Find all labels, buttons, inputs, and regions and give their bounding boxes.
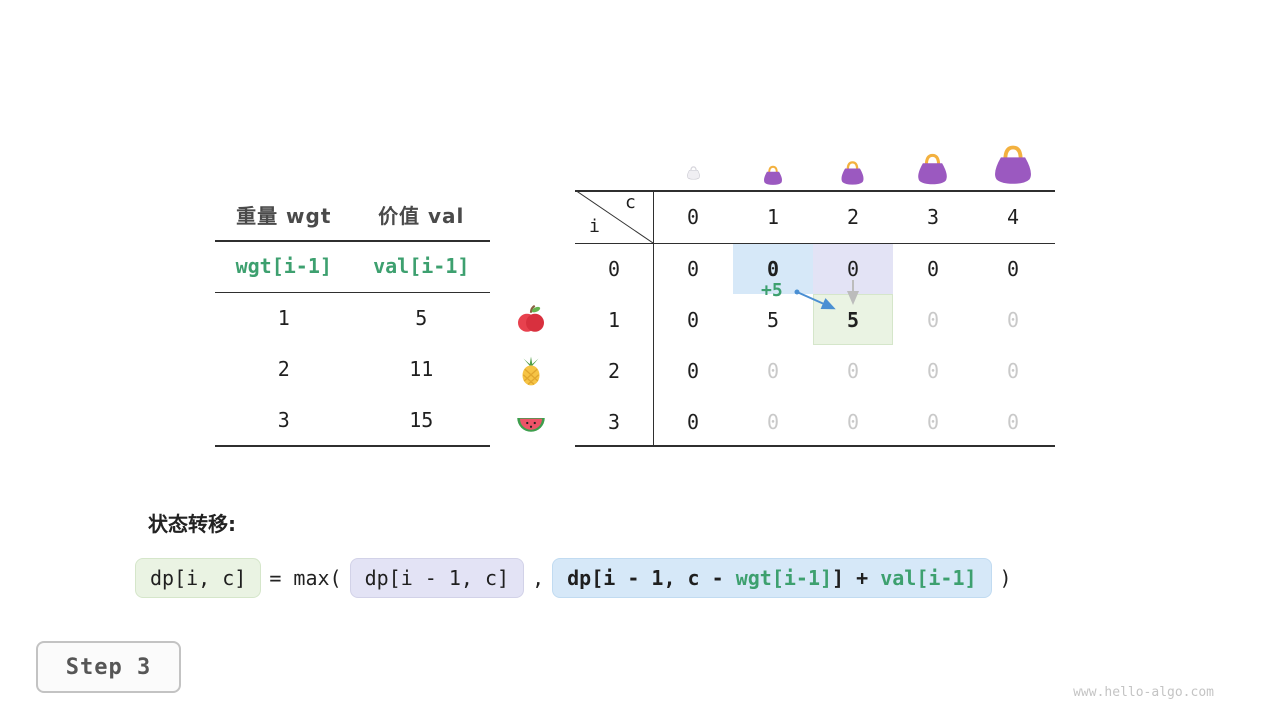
item-wgt: 2	[277, 356, 290, 381]
formula-arg2-val: val[i-1]	[880, 566, 977, 590]
transition-formula: dp[i, c] = max( dp[i - 1, c] , dp[i - 1,…	[135, 558, 1020, 598]
dp-cell-1-2: 5	[846, 307, 860, 332]
dp-cell-3-3: 0	[926, 409, 940, 434]
dp-cell-2-0: 0	[686, 358, 700, 383]
step-label: Step 3	[65, 654, 152, 680]
dp-cell-1-0: 0	[686, 307, 700, 332]
formula-lhs: dp[i, c]	[135, 558, 262, 598]
dp-cell-0-3: 0	[926, 256, 940, 281]
formula-arg2-part2: ] +	[832, 566, 881, 590]
dp-cell-3-2: 0	[846, 409, 860, 434]
divider	[575, 445, 1055, 447]
dp-cell-2-1: 0	[766, 358, 780, 383]
apple-icon	[516, 304, 546, 334]
weight-header: 重量 wgt	[236, 204, 332, 228]
item-val: 15	[409, 407, 434, 432]
plus-value-annotation: +5	[761, 280, 783, 301]
dp-cell-3-0: 0	[686, 409, 700, 434]
item-val: 5	[415, 305, 428, 330]
row-header-3: 3	[607, 409, 621, 434]
dp-cell-0-4: 0	[1006, 256, 1020, 281]
formula-equals-max: = max(	[269, 566, 342, 590]
item-wgt: 1	[277, 305, 290, 330]
highlight-source-cell	[733, 243, 813, 294]
items-formula-row: wgt[i-1] val[i-1]	[215, 240, 490, 292]
dp-cell-0-1: 0	[766, 256, 780, 281]
pineapple-icon	[516, 356, 546, 386]
dp-cell-3-1: 0	[766, 409, 780, 434]
formula-comma: ,	[532, 566, 545, 590]
row-header-1: 1	[607, 307, 621, 332]
dp-cell-2-2: 0	[846, 358, 860, 383]
wgt-formula: wgt[i-1]	[235, 254, 332, 278]
dp-cell-0-2: 0	[846, 256, 860, 281]
item-row-1: 1 5	[215, 292, 490, 343]
formula-arg2-part1: dp[i - 1, c -	[567, 566, 736, 590]
items-table-header: 重量 wgt 价值 val	[215, 200, 490, 229]
divider	[215, 445, 490, 447]
row-header-0: 0	[607, 256, 621, 281]
watermelon-icon	[516, 408, 546, 438]
transition-title: 状态转移:	[148, 512, 236, 536]
col-header-0: 0	[686, 204, 700, 229]
corner-col-label: c	[625, 192, 636, 213]
step-badge: Step 3	[36, 641, 181, 693]
formula-arg1: dp[i - 1, c]	[349, 558, 525, 598]
divider	[575, 190, 1055, 192]
handbag-icon-3	[915, 151, 950, 190]
watermark: www.hello-algo.com	[1073, 685, 1214, 700]
item-val: 11	[409, 356, 434, 381]
item-row-2: 2 11	[215, 343, 490, 394]
divider	[575, 243, 1055, 244]
handbag-icon-empty	[686, 165, 701, 184]
formula-arg2-wgt: wgt[i-1]	[735, 566, 833, 590]
item-wgt: 3	[277, 407, 290, 432]
handbag-icon-2	[839, 159, 866, 190]
dp-cell-2-3: 0	[926, 358, 940, 383]
item-row-3: 3 15	[215, 394, 490, 445]
col-header-1: 1	[766, 204, 780, 229]
formula-arg2: dp[i - 1, c - wgt[i-1]] + val[i-1]	[552, 558, 992, 598]
col-header-3: 3	[926, 204, 940, 229]
dp-cell-3-4: 0	[1006, 409, 1020, 434]
divider	[215, 292, 490, 293]
dp-cell-1-1: 5	[766, 307, 780, 332]
handbag-icon-4	[991, 142, 1035, 190]
val-formula: val[i-1]	[373, 254, 470, 278]
col-header-2: 2	[846, 204, 860, 229]
corner-row-label: i	[589, 216, 600, 237]
dp-cell-1-3: 0	[926, 307, 940, 332]
divider	[653, 190, 654, 447]
divider	[215, 240, 490, 242]
dp-cell-1-4: 0	[1006, 307, 1020, 332]
row-header-2: 2	[607, 358, 621, 383]
value-header: 价值 val	[378, 204, 465, 228]
dp-cell-0-0: 0	[686, 256, 700, 281]
items-table: 重量 wgt 价值 val wgt[i-1] val[i-1] 1 5 2 11…	[215, 190, 490, 447]
dp-table: c i 0 1 2 3 4 0 0 0 0 0 0 1 0 5 5 0 0 2 …	[575, 190, 1055, 447]
dp-cell-2-4: 0	[1006, 358, 1020, 383]
handbag-icon-1	[762, 164, 784, 190]
formula-close-paren: )	[999, 566, 1012, 590]
col-header-4: 4	[1006, 204, 1020, 229]
corner-diagonal	[575, 190, 653, 243]
